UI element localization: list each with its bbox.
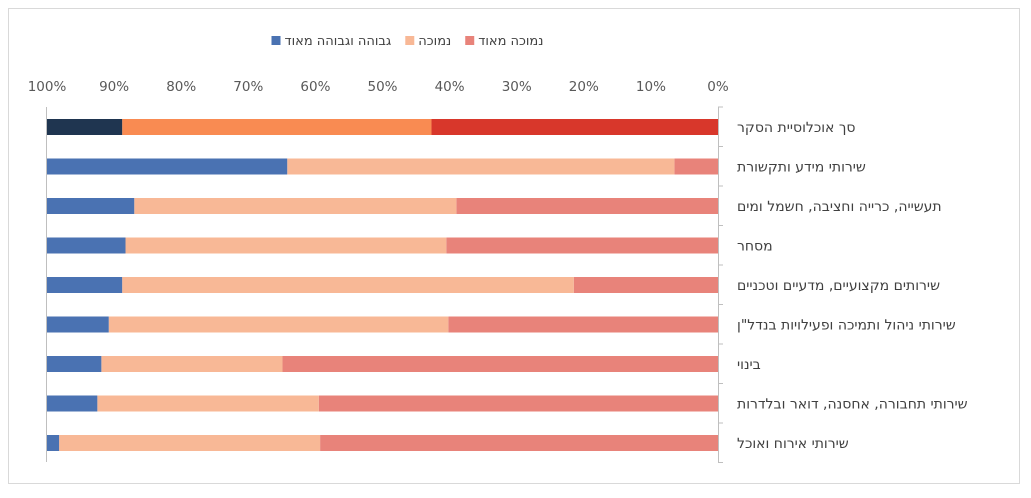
legend-label: נמוכה bbox=[418, 34, 451, 49]
bar-segment bbox=[47, 158, 288, 175]
bar-segment bbox=[47, 395, 98, 412]
bar-segment bbox=[134, 198, 457, 214]
bar-segment bbox=[287, 158, 675, 175]
bar-segment bbox=[448, 316, 718, 333]
bar-segment bbox=[674, 158, 718, 175]
bar-segment bbox=[47, 435, 60, 451]
bar-segment bbox=[47, 119, 123, 135]
bar-segment bbox=[125, 237, 447, 254]
x-tick-label: 20% bbox=[569, 79, 599, 95]
category-label: שירותי אירוח ואוכל bbox=[737, 436, 849, 452]
bar-segment bbox=[47, 316, 109, 333]
bar-segment bbox=[47, 237, 126, 254]
category-label: בינוי bbox=[737, 357, 761, 373]
bar-segment bbox=[59, 435, 321, 451]
legend-swatch bbox=[271, 36, 281, 45]
bar-segment bbox=[431, 119, 718, 135]
bar-segment bbox=[122, 277, 574, 293]
bar-segment bbox=[122, 119, 432, 135]
category-label: שירותי מידע ותקשורת bbox=[737, 160, 866, 176]
x-tick-label: 30% bbox=[502, 79, 532, 95]
bar-segment bbox=[446, 237, 718, 254]
category-label: שירותים מקצועיים, מדעיים וטכניים bbox=[737, 278, 940, 294]
legend-label: נמוכה מאוד bbox=[478, 34, 543, 49]
category-label: שירותי ניהול ותמיכה ופעילויות בנדל"ן bbox=[737, 318, 956, 334]
x-tick-label: 70% bbox=[233, 79, 263, 95]
x-tick-label: 10% bbox=[636, 79, 666, 95]
category-label: שירותי תחבורה, אחסנה, דואר ובלדרות bbox=[737, 397, 968, 413]
category-label: סך אוכלוסיית הסקר bbox=[737, 120, 855, 136]
x-tick-label: 60% bbox=[300, 79, 330, 95]
bar-segment bbox=[47, 198, 135, 214]
axis-lines bbox=[46, 106, 723, 463]
bar-segment bbox=[108, 316, 449, 333]
category-labels: סך אוכלוסיית הסקר שירותי מידע ותקשורת תעשי… bbox=[737, 120, 968, 452]
bars bbox=[47, 119, 718, 451]
bar-segment bbox=[456, 198, 718, 214]
bar-segment bbox=[282, 356, 718, 372]
chart-legend: גבוהה וגבוהה מאוד נמוכה נמוכה מאוד bbox=[271, 34, 543, 49]
category-label: תעשייה, כרייה וחציבה, חשמל ומים bbox=[737, 199, 942, 215]
x-tick-label: 80% bbox=[166, 79, 196, 95]
legend-swatch bbox=[405, 36, 415, 45]
bar-segment bbox=[320, 435, 718, 451]
bar-segment bbox=[97, 395, 319, 412]
x-tick-label: 50% bbox=[367, 79, 397, 95]
x-tick-label: 0% bbox=[707, 79, 729, 95]
legend-swatch bbox=[465, 36, 475, 45]
bar-segment bbox=[101, 356, 283, 372]
bar-segment bbox=[47, 277, 123, 293]
legend-label: גבוהה וגבוהה מאוד bbox=[285, 34, 392, 49]
x-tick-label: 90% bbox=[99, 79, 129, 95]
bar-segment bbox=[318, 395, 718, 412]
category-label: מסחר bbox=[737, 239, 773, 255]
x-tick-label: 100% bbox=[28, 79, 67, 95]
bar-segment bbox=[573, 277, 718, 293]
bar-segment bbox=[47, 356, 102, 372]
x-axis-ticks: 0% 10% 20% 30% 40% 50% 60% 70% 80% 90% 100% bbox=[28, 79, 729, 95]
x-tick-label: 40% bbox=[435, 79, 465, 95]
